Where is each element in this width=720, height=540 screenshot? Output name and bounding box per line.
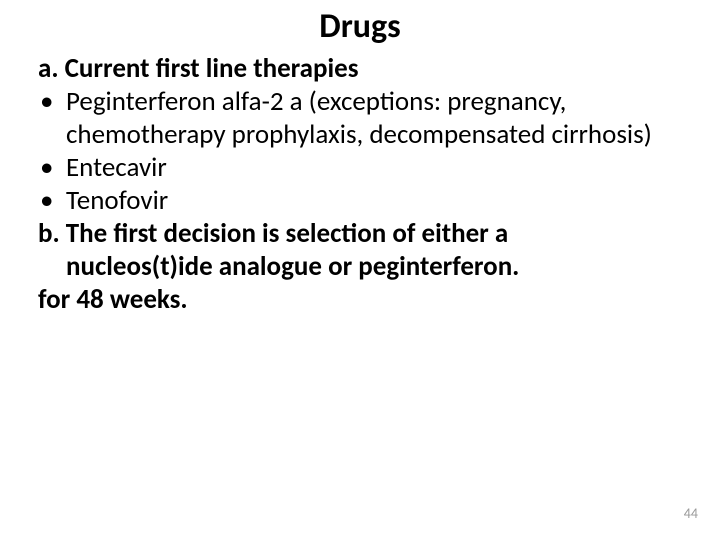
bullet-item: • Tenofovir (38, 185, 682, 218)
slide-title: Drugs (0, 0, 720, 53)
bullet-text: Entecavir (66, 152, 682, 185)
bullet-text: Tenofovir (66, 185, 682, 218)
slide: Drugs a. Current first line therapies • … (0, 0, 720, 540)
closing-line: for 48 weeks. (38, 284, 682, 317)
bullet-item: • Entecavir (38, 152, 682, 185)
slide-body: a. Current first line therapies • Pegint… (0, 53, 720, 317)
page-number: 44 (684, 505, 698, 522)
section-b-heading-line2: nucleos(t)ide analogue or peginterferon. (38, 251, 682, 284)
bullet-item: • Peginterferon alfa-2 a (exceptions: pr… (38, 86, 682, 152)
bullet-mark-icon: • (38, 86, 66, 119)
section-b-heading-line1: b. The first decision is selection of ei… (38, 218, 682, 251)
bullet-mark-icon: • (38, 152, 66, 185)
section-a-heading: a. Current first line therapies (38, 53, 682, 86)
bullet-text: Peginterferon alfa-2 a (exceptions: preg… (66, 86, 682, 152)
bullet-mark-icon: • (38, 185, 66, 218)
